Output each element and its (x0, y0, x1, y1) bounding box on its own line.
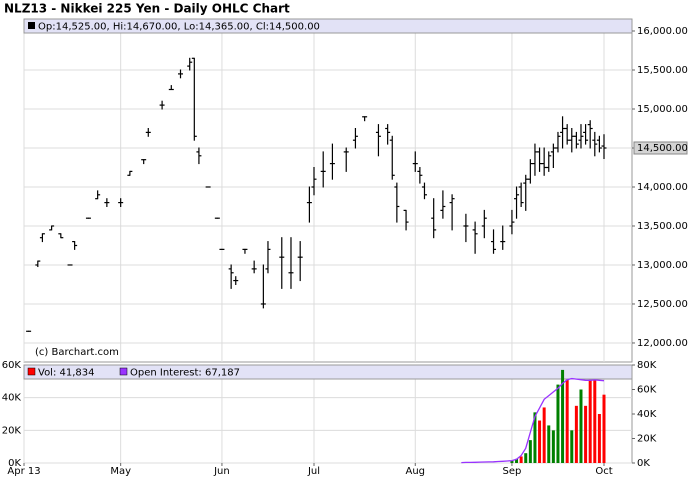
volume-bar (524, 453, 528, 463)
volume-bar (542, 407, 546, 463)
y2-tick-label: 60K (637, 385, 657, 396)
header-band (23, 18, 633, 34)
y-tick-label: 13,500.00 (637, 221, 688, 232)
volume-bar (574, 405, 578, 463)
chart-title: NLZ13 - Nikkei 225 Yen - Daily OHLC Char… (4, 2, 290, 16)
x-tick-label: Apr 13 (7, 466, 40, 477)
last-price-badge (633, 141, 688, 155)
volume-bar (588, 379, 592, 463)
legend-swatch (119, 367, 128, 376)
x-tick-label: Jul (307, 466, 320, 477)
x-tick-label: Oct (595, 466, 612, 477)
volume-tick-label: 60K (2, 360, 22, 371)
volume-bar (538, 420, 542, 463)
y2-tick-label: 80K (637, 360, 657, 371)
legend-label: Vol: 41,834 (38, 368, 95, 379)
y-tick-label: 13,000.00 (637, 260, 688, 271)
x-tick-label: Jun (213, 466, 230, 477)
legend-label: Open Interest: 67,187 (130, 368, 240, 379)
y2-tick-label: 40K (637, 409, 657, 420)
volume-tick-label: 0K (8, 458, 21, 469)
y-tick-label: 15,500.00 (637, 65, 688, 76)
open-interest-line (461, 377, 605, 464)
header-label: Op:14,525.00, Hi:14,670.00, Lo:14,365.00… (38, 22, 320, 33)
volume-bar (584, 405, 588, 463)
volume-bar (602, 394, 606, 463)
volume-tick-label: 20K (2, 425, 22, 436)
y-tick-label: 16,000.00 (637, 26, 688, 37)
volume-bar (547, 425, 551, 463)
volume-bar (565, 379, 569, 463)
header-swatch (28, 22, 35, 29)
volume-bar (570, 430, 574, 463)
last-price-label: 14,500.00 (637, 143, 688, 154)
legend-swatch (27, 367, 36, 376)
volume-bar (533, 412, 537, 463)
x-tick-label: Aug (406, 466, 426, 477)
volume-bar (528, 440, 532, 463)
volume-bar (561, 369, 565, 463)
price-panel (23, 18, 633, 363)
y-tick-label: 12,000.00 (637, 338, 688, 349)
volume-bar (515, 458, 519, 463)
y-tick-label: 15,000.00 (637, 104, 688, 115)
legend-band (23, 364, 633, 380)
y-tick-label: 12,500.00 (637, 299, 688, 310)
volume-bar (551, 430, 555, 463)
volume-bar (597, 414, 601, 463)
y-tick-label: 14,000.00 (637, 182, 688, 193)
volume-tick-label: 40K (2, 393, 22, 404)
annotation: (c) Barchart.com (35, 347, 119, 358)
volume-bar (510, 460, 514, 463)
y2-tick-label: 20K (637, 434, 657, 445)
volume-bar (556, 384, 560, 463)
x-tick-label: May (110, 466, 131, 477)
volume-bar (579, 389, 583, 463)
y2-tick-label: 0K (637, 458, 650, 469)
x-tick-label: Sep (503, 466, 522, 477)
volume-bar (593, 379, 597, 463)
volume-bar (519, 456, 523, 463)
